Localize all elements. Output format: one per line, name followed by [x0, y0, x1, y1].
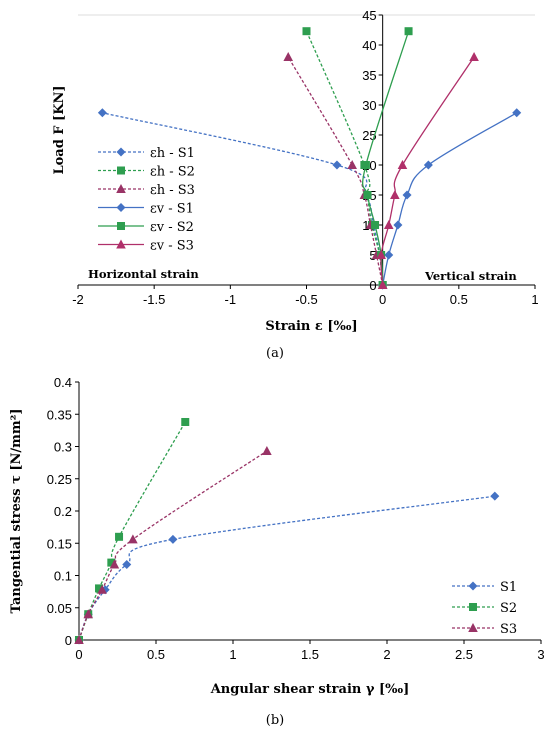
a-data-point	[423, 160, 433, 170]
a-legend-entry: εh - S1	[150, 146, 195, 161]
b-data-point	[490, 491, 500, 501]
b-data-point	[262, 446, 272, 456]
a-data-point	[383, 220, 394, 229]
a-legend-marker	[116, 147, 126, 157]
a-data-point	[97, 108, 107, 118]
b-y-tick-label: 0.05	[47, 601, 72, 616]
b-x-tick-label: 2	[383, 647, 390, 662]
a-x-tick-label: -0.5	[295, 292, 317, 307]
b-data-point	[95, 584, 104, 593]
a-data-point	[390, 190, 400, 199]
b-x-tick-label: 0.5	[147, 647, 165, 662]
a-y-tick-label: 40	[362, 38, 376, 53]
a-data-point	[371, 221, 380, 229]
b-data-point	[74, 635, 84, 644]
a-data-point	[376, 250, 386, 259]
b-y-tick-label: 0.35	[47, 407, 72, 422]
b-legend-entry: S2	[500, 601, 517, 616]
b-y-tick-label: 0.1	[54, 569, 72, 584]
b-legend-marker	[469, 603, 477, 611]
b-data-point	[168, 534, 178, 544]
b-y-tick-label: 0.3	[54, 440, 72, 455]
b-series-line	[78, 421, 186, 641]
b-data-point	[122, 560, 132, 570]
a-legend-marker	[117, 166, 125, 175]
a-x-tick-label: -2	[72, 292, 84, 307]
a-y-axis-label: Load F [KN]	[52, 85, 67, 174]
b-x-tick-label: 3	[537, 647, 544, 662]
a-y-tick-label: 0	[369, 278, 376, 293]
b-data-point	[83, 609, 94, 619]
a-caption: (a)	[266, 346, 284, 361]
a-annotation-horizontal: Horizontal strain	[88, 267, 199, 281]
a-data-point	[397, 160, 408, 169]
b-x-tick-label: 1	[229, 647, 236, 662]
a-data-point	[347, 160, 357, 169]
a-data-point	[361, 161, 370, 169]
a-x-tick-label: 0.5	[450, 292, 468, 307]
b-y-tick-label: 0	[65, 633, 72, 648]
b-x-tick-label: 2.5	[455, 647, 473, 662]
b-series-line	[78, 495, 495, 641]
b-legend-entry: S1	[500, 580, 517, 595]
a-y-tick-label: 45	[362, 8, 376, 23]
b-data-point	[107, 558, 116, 567]
a-data-point	[402, 190, 412, 200]
b-legend-entry: S3	[500, 622, 517, 637]
a-legend-marker	[116, 184, 126, 193]
a-legend-marker	[117, 222, 125, 230]
a-series-line	[380, 56, 475, 286]
a-data-point	[332, 160, 342, 170]
a-x-tick-label: -1.5	[143, 292, 165, 307]
b-data-point	[128, 534, 138, 544]
a-data-point	[377, 280, 388, 289]
a-x-tick-label: 1	[531, 292, 538, 307]
a-data-point	[393, 220, 403, 230]
b-x-tick-label: 0	[75, 647, 82, 662]
a-data-point	[363, 191, 372, 199]
a-y-tick-label: 5	[369, 248, 376, 263]
b-data-point	[115, 532, 124, 541]
a-series-line	[382, 112, 518, 286]
a-legend-entry: εv - S1	[150, 202, 194, 217]
a-data-point	[469, 52, 479, 61]
b-legend-marker	[468, 581, 478, 591]
a-x-tick-label: -1	[225, 292, 237, 307]
b-y-tick-label: 0.15	[47, 536, 72, 551]
b-caption: (b)	[266, 713, 284, 728]
a-data-point	[384, 250, 394, 260]
a-legend-entry: εv - S2	[150, 220, 194, 235]
b-data-point	[97, 584, 107, 594]
b-y-axis-label: Tangential stress τ [N/mm²]	[9, 409, 24, 614]
a-y-tick-label: 30	[362, 98, 376, 113]
b-y-tick-label: 0.4	[54, 375, 72, 390]
a-legend-entry: εh - S3	[150, 183, 195, 198]
a-x-axis-label: Strain ε [‰]	[265, 319, 357, 334]
a-legend-entry: εh - S2	[150, 165, 195, 180]
b-data-point	[181, 417, 190, 426]
b-series-line	[78, 450, 268, 641]
a-y-tick-label: 35	[362, 68, 376, 83]
a-data-point	[283, 52, 294, 61]
a-data-point	[404, 27, 413, 36]
a-data-point	[302, 27, 311, 36]
b-data-point	[109, 559, 120, 569]
a-annotation-vertical: Vertical strain	[424, 269, 517, 283]
a-series-line	[102, 112, 384, 286]
b-x-axis-label: Angular shear strain γ [‰]	[210, 682, 410, 697]
a-x-tick-label: 0	[379, 292, 386, 307]
a-legend-entry: εv - S3	[150, 239, 194, 254]
a-legend-marker	[116, 239, 126, 249]
b-legend-marker	[468, 623, 478, 632]
b-x-tick-label: 1.5	[301, 647, 319, 662]
b-y-tick-label: 0.2	[54, 504, 72, 519]
b-y-tick-label: 0.25	[47, 472, 72, 487]
a-data-point	[512, 108, 522, 118]
a-legend-marker	[116, 203, 126, 212]
